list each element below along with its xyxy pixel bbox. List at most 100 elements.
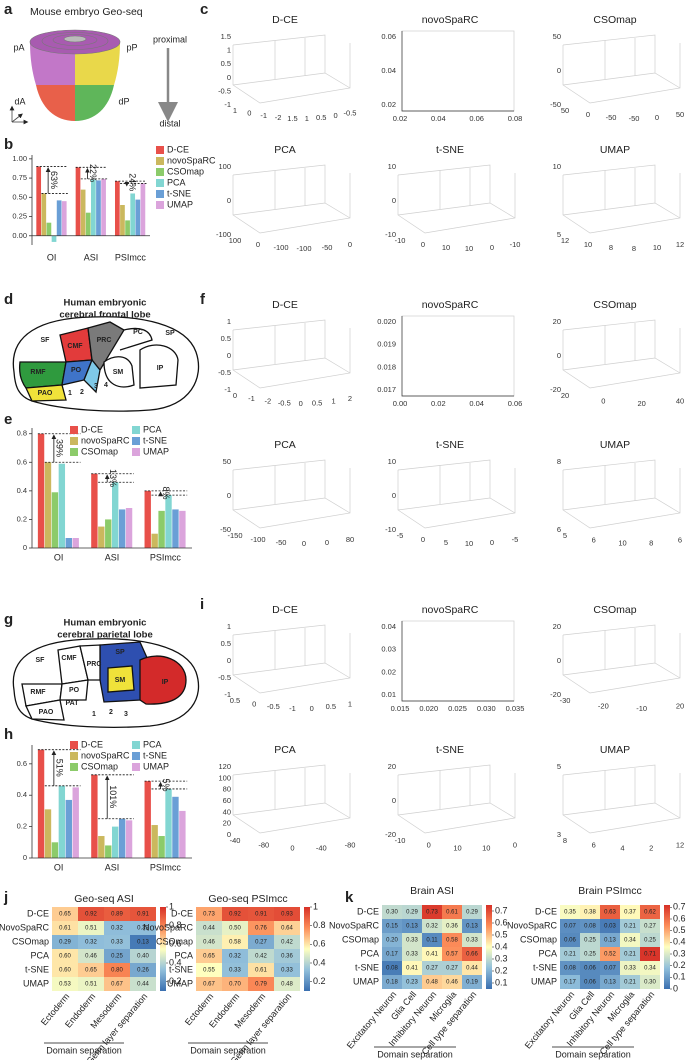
panel-letter: i [200,596,204,613]
bar [179,810,186,858]
heat-cell [248,935,274,949]
cell-label: 0.27 [255,940,267,946]
axes-frame [562,764,681,834]
heat-cell [196,949,222,963]
cell-label: 0.32 [229,954,241,960]
heat-cell [222,963,248,977]
heat-cell [248,977,274,991]
heat-cell [600,961,620,975]
cell-label: 0.29 [59,940,71,946]
heat-cell [402,975,422,989]
colorbar-label: 0.8 [169,920,182,930]
region-label: CMF [61,655,77,662]
heat-cell [462,975,482,989]
region-label: PO [69,687,80,694]
tick-label: -1 [224,385,231,394]
colorbar-label: 0.7 [673,902,686,912]
colorbar-label: 0.4 [673,937,686,947]
tick-label: 0 [586,110,590,119]
tick-label: -1 [248,394,255,403]
tick-label: 6 [592,536,596,545]
tick-label: 0.5 [230,696,240,705]
heat-cell [104,963,130,977]
tick-label: 0 [655,113,659,122]
tick-label: 10 [442,243,450,252]
cell-label: 0.25 [111,954,123,960]
heat-cell [402,933,422,947]
region-label: PO [71,367,82,374]
tick-label: 12 [676,841,684,850]
tick-label: 50 [561,106,569,115]
tick-label: 20 [388,762,396,771]
tick-label: 20 [223,819,231,828]
bar [144,781,151,858]
cell-label: 0.13 [604,980,616,986]
tick-label: 0 [227,73,231,82]
tick-label: -50 [322,243,333,252]
tick-label: 0.01 [381,690,396,699]
cell-label: 0.33 [406,952,418,958]
heat-cell [580,933,600,947]
tick-label: 0 [310,704,314,713]
heat-cell [78,907,104,921]
y-tick-label: 0.8 [17,429,27,438]
tick-label: -10 [636,704,647,713]
cell-label: 0.92 [229,912,241,918]
heat-cell [104,921,130,935]
region-marker: 2 [80,389,84,396]
cell-label: 0.70 [229,982,241,988]
legend-swatch [132,426,140,434]
row-label: PCA [30,950,49,960]
embryo-diagram [9,29,178,125]
row-label: PCA [360,948,379,958]
colorbar-label: 1 [169,901,174,911]
heat-cell [620,905,640,919]
diagram-title: Mouse embryo Geo-seq [30,6,143,18]
tick-label: 10 [453,844,461,853]
bar [58,463,66,548]
axis-box [232,624,351,694]
heat-cell [442,975,462,989]
heat-cell [104,977,130,991]
tick-label: 0.5 [316,113,326,122]
tick-label: 0 [325,538,329,547]
region-label: pA [13,42,24,52]
cell-label: 0.48 [281,982,293,988]
tick-label: 0 [392,196,396,205]
heat-cell [104,949,130,963]
tick-label: 10 [653,243,661,252]
chart-title: CSOmap [593,14,636,26]
heat-cell [422,919,442,933]
cell-label: 0.27 [446,966,458,972]
heat-cell [640,905,660,919]
tick-label: 0 [227,491,231,500]
cell-label: 0.06 [564,938,576,944]
tick-label: -30 [560,696,571,705]
cell-label: 0.58 [229,940,241,946]
cell-label: 0.55 [203,968,215,974]
tick-label: 0 [302,539,306,548]
row-label: CSOmap [12,936,49,946]
legend-label: novoSpaRC [81,435,130,445]
row-label: D-CE [171,908,193,918]
tick-label: 12 [676,240,684,249]
heat-cell [196,921,222,935]
cell-label: 0.13 [604,938,616,944]
cell-label: 0.66 [466,952,478,958]
legend-label: novoSpaRC [167,155,216,165]
colorbar-label: 0.7 [495,905,508,915]
tick-label: 8 [649,539,653,548]
heat-cell [274,949,300,963]
plot-area [401,30,515,112]
row-label: D-CE [357,906,379,916]
tick-label: 5 [557,762,561,771]
colorbar-label: 0.3 [673,948,686,958]
tick-label: 0.00 [393,399,408,408]
tick-label: -0.5 [278,398,291,407]
colorbar-label: 0.1 [495,977,508,987]
bar [135,199,141,236]
colorbar-label: 0.2 [673,960,686,970]
tick-label: 50 [676,110,684,119]
group-label: Domain separation [377,1049,453,1059]
legend-swatch [70,763,78,771]
